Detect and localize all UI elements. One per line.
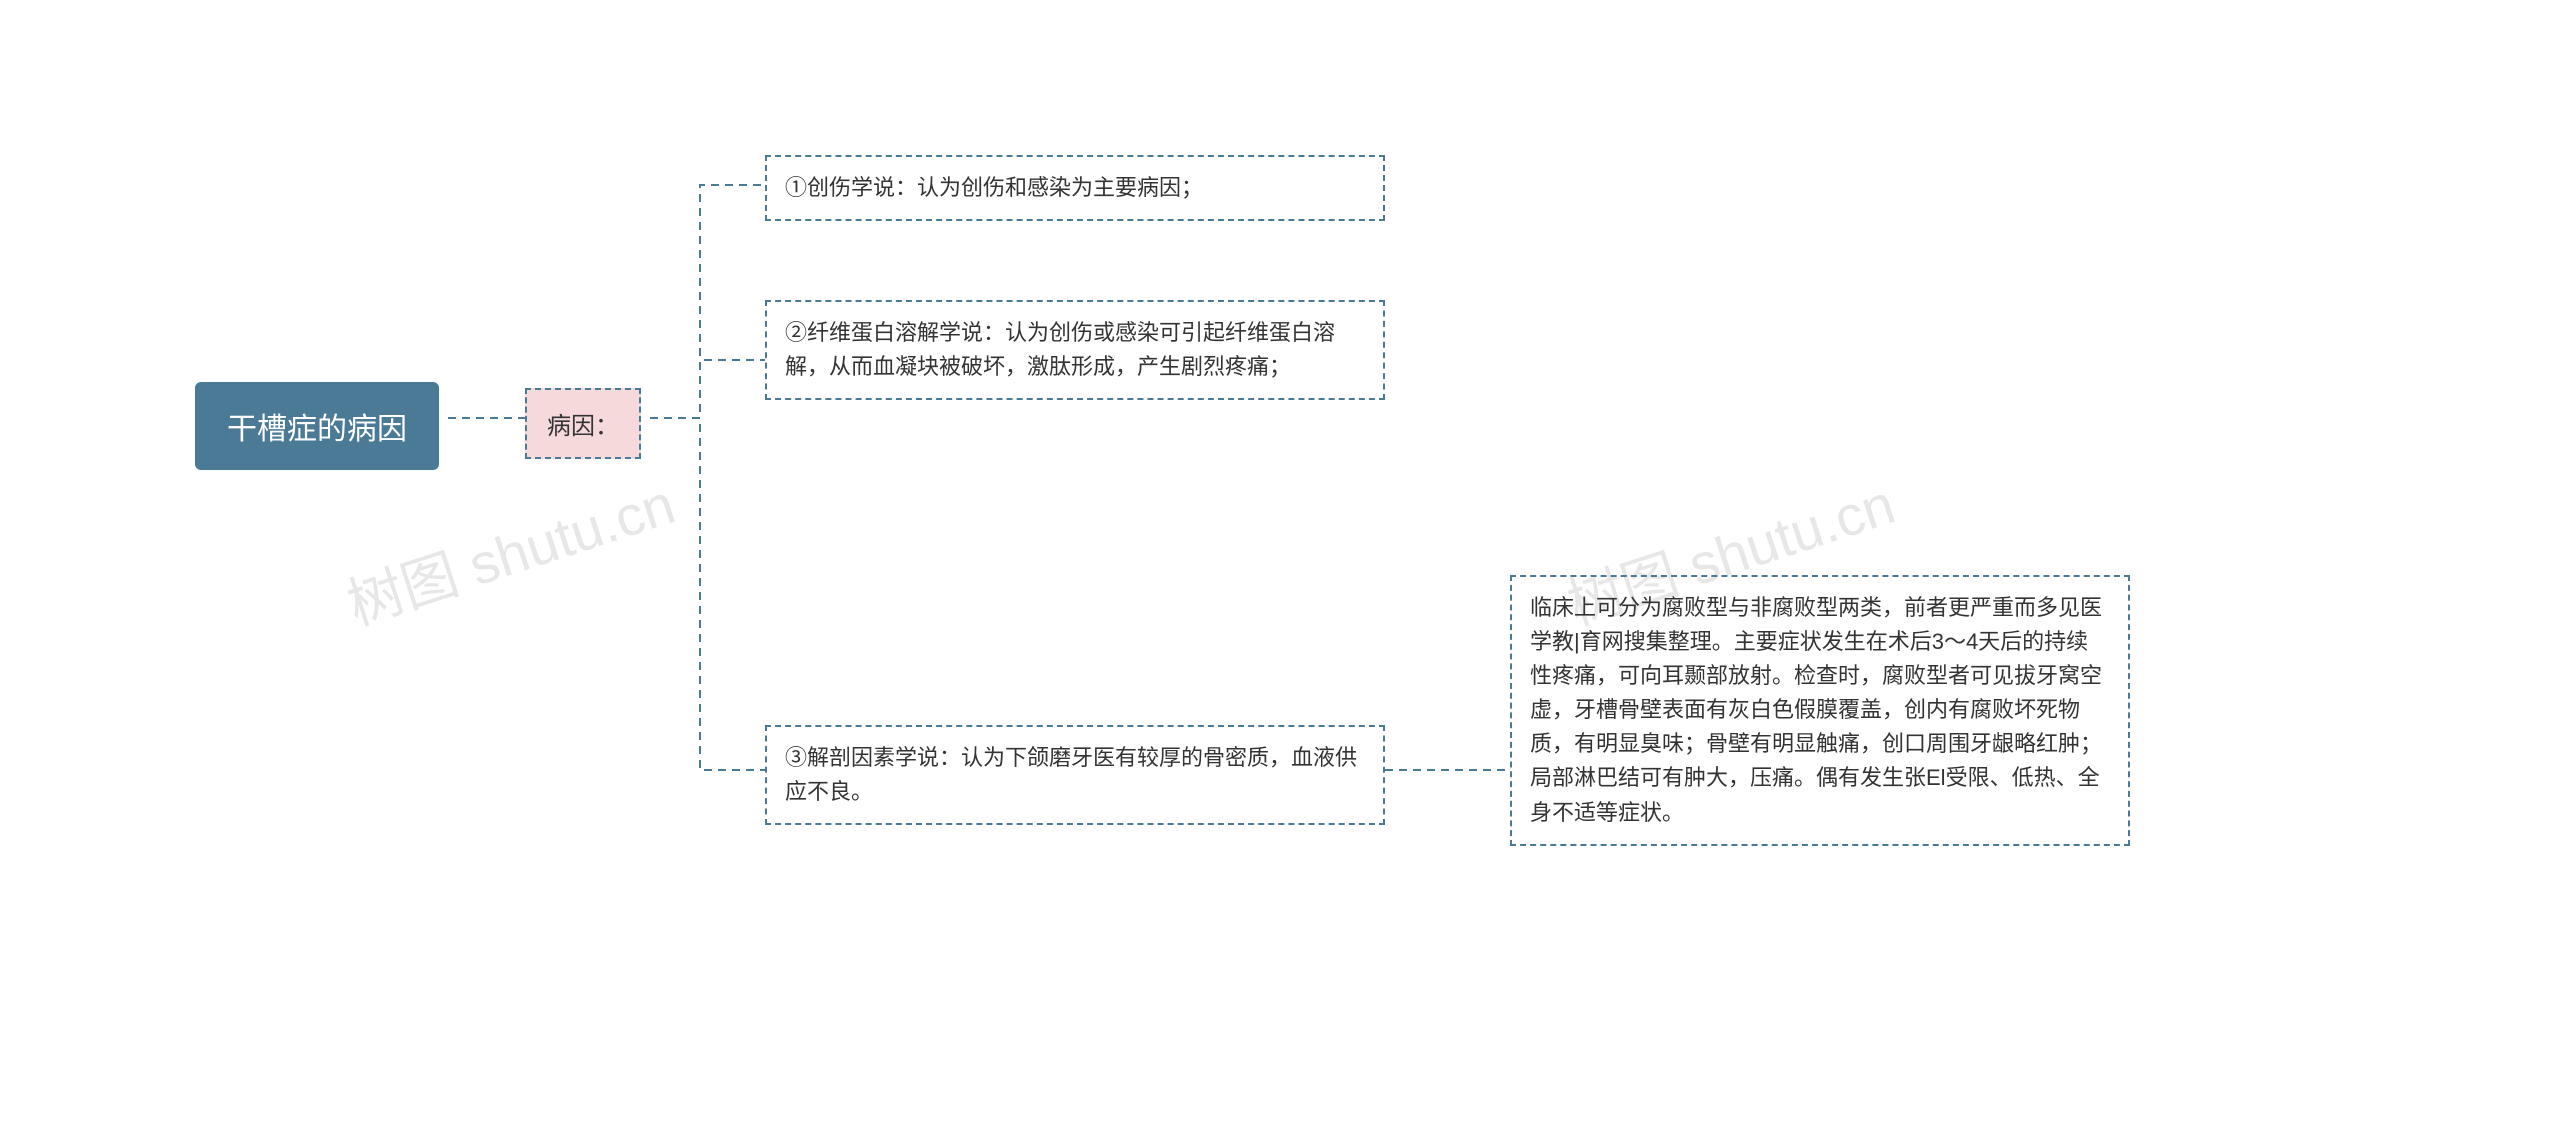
detail-node: 临床上可分为腐败型与非腐败型两类，前者更严重而多见医学教|育网搜集整理。主要症状… [1510, 575, 2130, 846]
level2-node: 病因： [525, 388, 641, 459]
leaf-node-2: ②纤维蛋白溶解学说：认为创伤或感染可引起纤维蛋白溶解，从而血凝块被破坏，激肽形成… [765, 300, 1385, 400]
leaf-node-1: ①创伤学说：认为创伤和感染为主要病因； [765, 155, 1385, 221]
root-node: 干槽症的病因 [195, 382, 439, 470]
leaf-node-3: ③解剖因素学说：认为下颌磨牙医有较厚的骨密质，血液供应不良。 [765, 725, 1385, 825]
watermark-1: 树图 shutu.cn [336, 460, 684, 642]
